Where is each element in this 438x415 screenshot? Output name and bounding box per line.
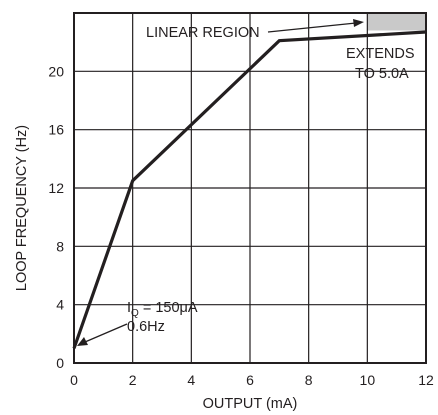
linear-region-label: LINEAR REGION	[146, 25, 260, 41]
y-tick-labels: 0 4 8 12 16 20	[48, 63, 64, 371]
y-tick-label: 20	[48, 63, 64, 79]
x-tick-labels: 0 2 4 6 8 10 12	[70, 372, 434, 388]
x-axis-label: OUTPUT (mA)	[203, 396, 298, 412]
iq-arrowhead	[77, 337, 88, 346]
iq-label: IQ = 150μA	[127, 300, 198, 319]
grid-lines	[74, 13, 426, 363]
x-tick-label: 6	[246, 372, 254, 388]
extends-label-line2: TO 5.0A	[355, 66, 409, 82]
x-tick-label: 10	[360, 372, 376, 388]
y-tick-label: 0	[56, 355, 64, 371]
y-tick-label: 8	[56, 238, 64, 254]
x-tick-label: 0	[70, 372, 78, 388]
extends-shaded-region	[367, 13, 426, 31]
linear-region-arrowhead	[353, 19, 364, 27]
x-tick-label: 4	[187, 372, 195, 388]
y-axis-label: LOOP FREQUENCY (Hz)	[14, 125, 30, 291]
plot-frame	[73, 12, 427, 364]
x-tick-label: 12	[418, 372, 434, 388]
x-tick-label: 2	[129, 372, 137, 388]
linear-region-arrow	[267, 22, 357, 33]
y-tick-label: 12	[48, 180, 64, 196]
iq-frequency-label: 0.6Hz	[127, 319, 165, 335]
loop-frequency-line	[72, 30, 427, 349]
y-tick-label: 4	[56, 297, 64, 313]
iq-arrow	[84, 323, 128, 343]
extends-label-line1: EXTENDS	[346, 46, 415, 62]
x-tick-label: 8	[305, 372, 313, 388]
y-tick-label: 16	[48, 122, 64, 138]
